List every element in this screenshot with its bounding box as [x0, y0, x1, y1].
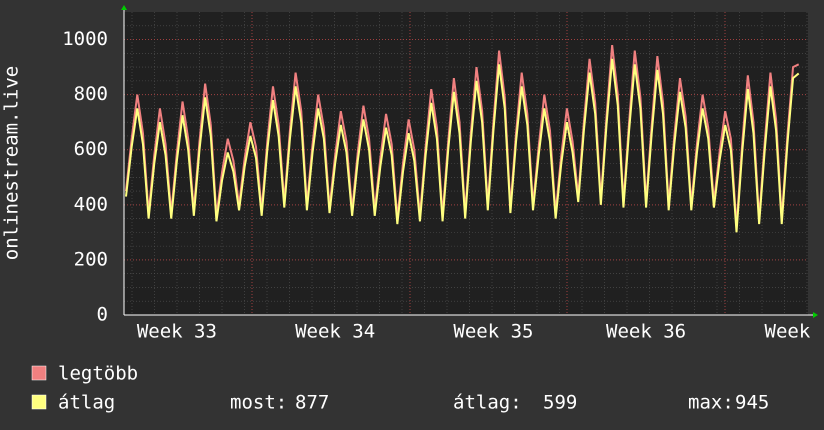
y-arrow	[121, 5, 127, 10]
stat-value: 599	[543, 392, 577, 414]
stat-label: max:	[688, 392, 734, 414]
stat-value: 877	[295, 392, 329, 414]
y-tick-label: 200	[74, 248, 108, 270]
x-tick-label: Week 34	[295, 321, 375, 343]
legend-label: legtöbb	[58, 363, 138, 385]
y-tick-label: 400	[74, 193, 108, 215]
y-tick-label: 600	[74, 138, 108, 160]
stat-label: most:	[230, 392, 287, 414]
stat-label: átlag:	[453, 392, 522, 414]
legend-swatch	[31, 394, 47, 410]
x-tick-label: Week 36	[606, 321, 686, 343]
y-tick-label: 800	[74, 83, 108, 105]
y-tick-label: 1000	[62, 28, 108, 50]
x-arrow	[813, 312, 818, 318]
stat-value: 945	[735, 392, 769, 414]
x-tick-label: Week 35	[453, 321, 533, 343]
legend-swatch	[31, 365, 47, 381]
legend-label: átlag	[58, 392, 115, 414]
x-tick-label: Week	[765, 321, 811, 343]
y-tick-label: 0	[97, 304, 108, 326]
series-line	[125, 58, 800, 233]
y-axis-label: onlinestream.live	[1, 66, 23, 260]
x-tick-label: Week 33	[137, 321, 217, 343]
